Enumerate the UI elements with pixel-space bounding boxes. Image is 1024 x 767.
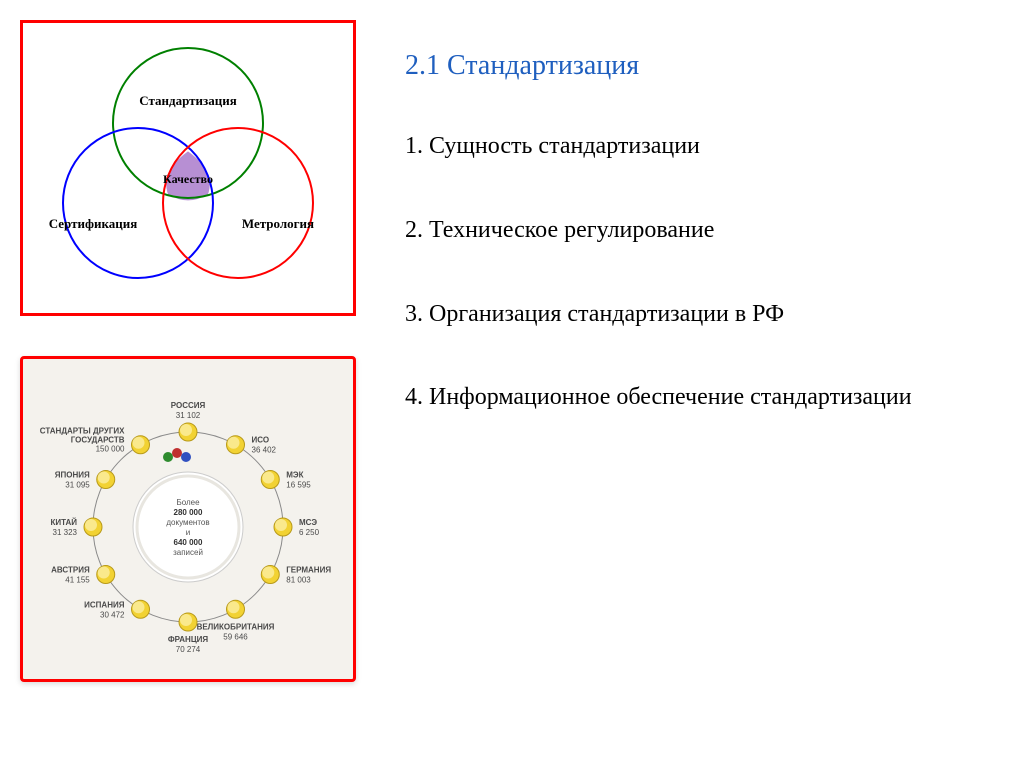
ring-node-name: ЯПОНИЯ (55, 471, 90, 480)
ring-node-value: 70 274 (176, 645, 201, 654)
center-text-line: 280 000 (174, 508, 203, 517)
list-item: 4. Информационное обеспечение стандартиз… (405, 383, 1005, 412)
list-item: 1. Сущность стандартизации (405, 132, 1005, 161)
ring-node-value: 41 155 (65, 576, 90, 585)
ring-node-name: ГЕРМАНИЯ (286, 566, 331, 575)
center-text-line: Более (176, 498, 200, 507)
center-text-line: и (186, 528, 190, 537)
venn-circle (63, 128, 213, 278)
ring-node-name: РОССИЯ (171, 401, 206, 410)
venn-circle (163, 128, 313, 278)
slide-title: 2.1 Стандартизация (405, 50, 1005, 82)
ring-node-value: 16 595 (286, 481, 311, 490)
ring-node-name: СТАНДАРТЫ ДРУГИХ (40, 427, 125, 436)
center-text-line: 640 000 (174, 538, 203, 547)
circular-svg: Более280 000документови640 000записей РОС… (23, 359, 353, 679)
center-text-line: документов (166, 518, 209, 527)
venn-svg: Стандартизация Сертификация Метрология Каче… (23, 23, 353, 313)
venn-circle-label: Сертификация (49, 216, 138, 231)
ring-node-name: ФРАНЦИЯ (168, 635, 209, 644)
ring-node-value: 31 095 (65, 481, 90, 490)
center-text-line: записей (173, 548, 203, 557)
ring-node-value: 59 646 (223, 632, 248, 641)
accent-dot (181, 452, 191, 462)
ring-node-value: 31 323 (53, 528, 78, 537)
circular-diagram-panel: Более280 000документови640 000записей РОС… (20, 356, 356, 682)
ring-node-name: АВСТРИЯ (51, 566, 90, 575)
ring-node-name: ИСО (252, 436, 270, 445)
ring-node-value: 31 102 (176, 411, 201, 420)
venn-diagram-panel: Стандартизация Сертификация Метрология Каче… (20, 20, 356, 316)
venn-center-label: Качество (163, 172, 213, 186)
ring-node-value: 30 472 (100, 610, 125, 619)
venn-circle-label: Стандартизация (139, 93, 237, 108)
list-item: 3. Организация стандартизации в РФ (405, 300, 1005, 329)
ring-node-name: ИСПАНИЯ (84, 600, 125, 609)
ring-node-value: 36 402 (252, 446, 277, 455)
list-item: 2. Техническое регулирование (405, 216, 1005, 245)
ring-node-name: МСЭ (299, 518, 317, 527)
venn-circle-label: Метрология (242, 216, 314, 231)
ring-node-value: 81 003 (286, 576, 311, 585)
ring-node-name: КИТАЙ (50, 518, 77, 527)
accent-dot (172, 448, 182, 458)
ring-node-value: 6 250 (299, 528, 320, 537)
ring-node-name: ВЕЛИКОБРИТАНИЯ (197, 622, 275, 631)
accent-dot (163, 452, 173, 462)
ring-node-name: ГОСУДАРСТВ (71, 436, 125, 445)
ring-node-name: МЭК (286, 471, 303, 480)
ring-node-value: 150 000 (96, 445, 125, 454)
